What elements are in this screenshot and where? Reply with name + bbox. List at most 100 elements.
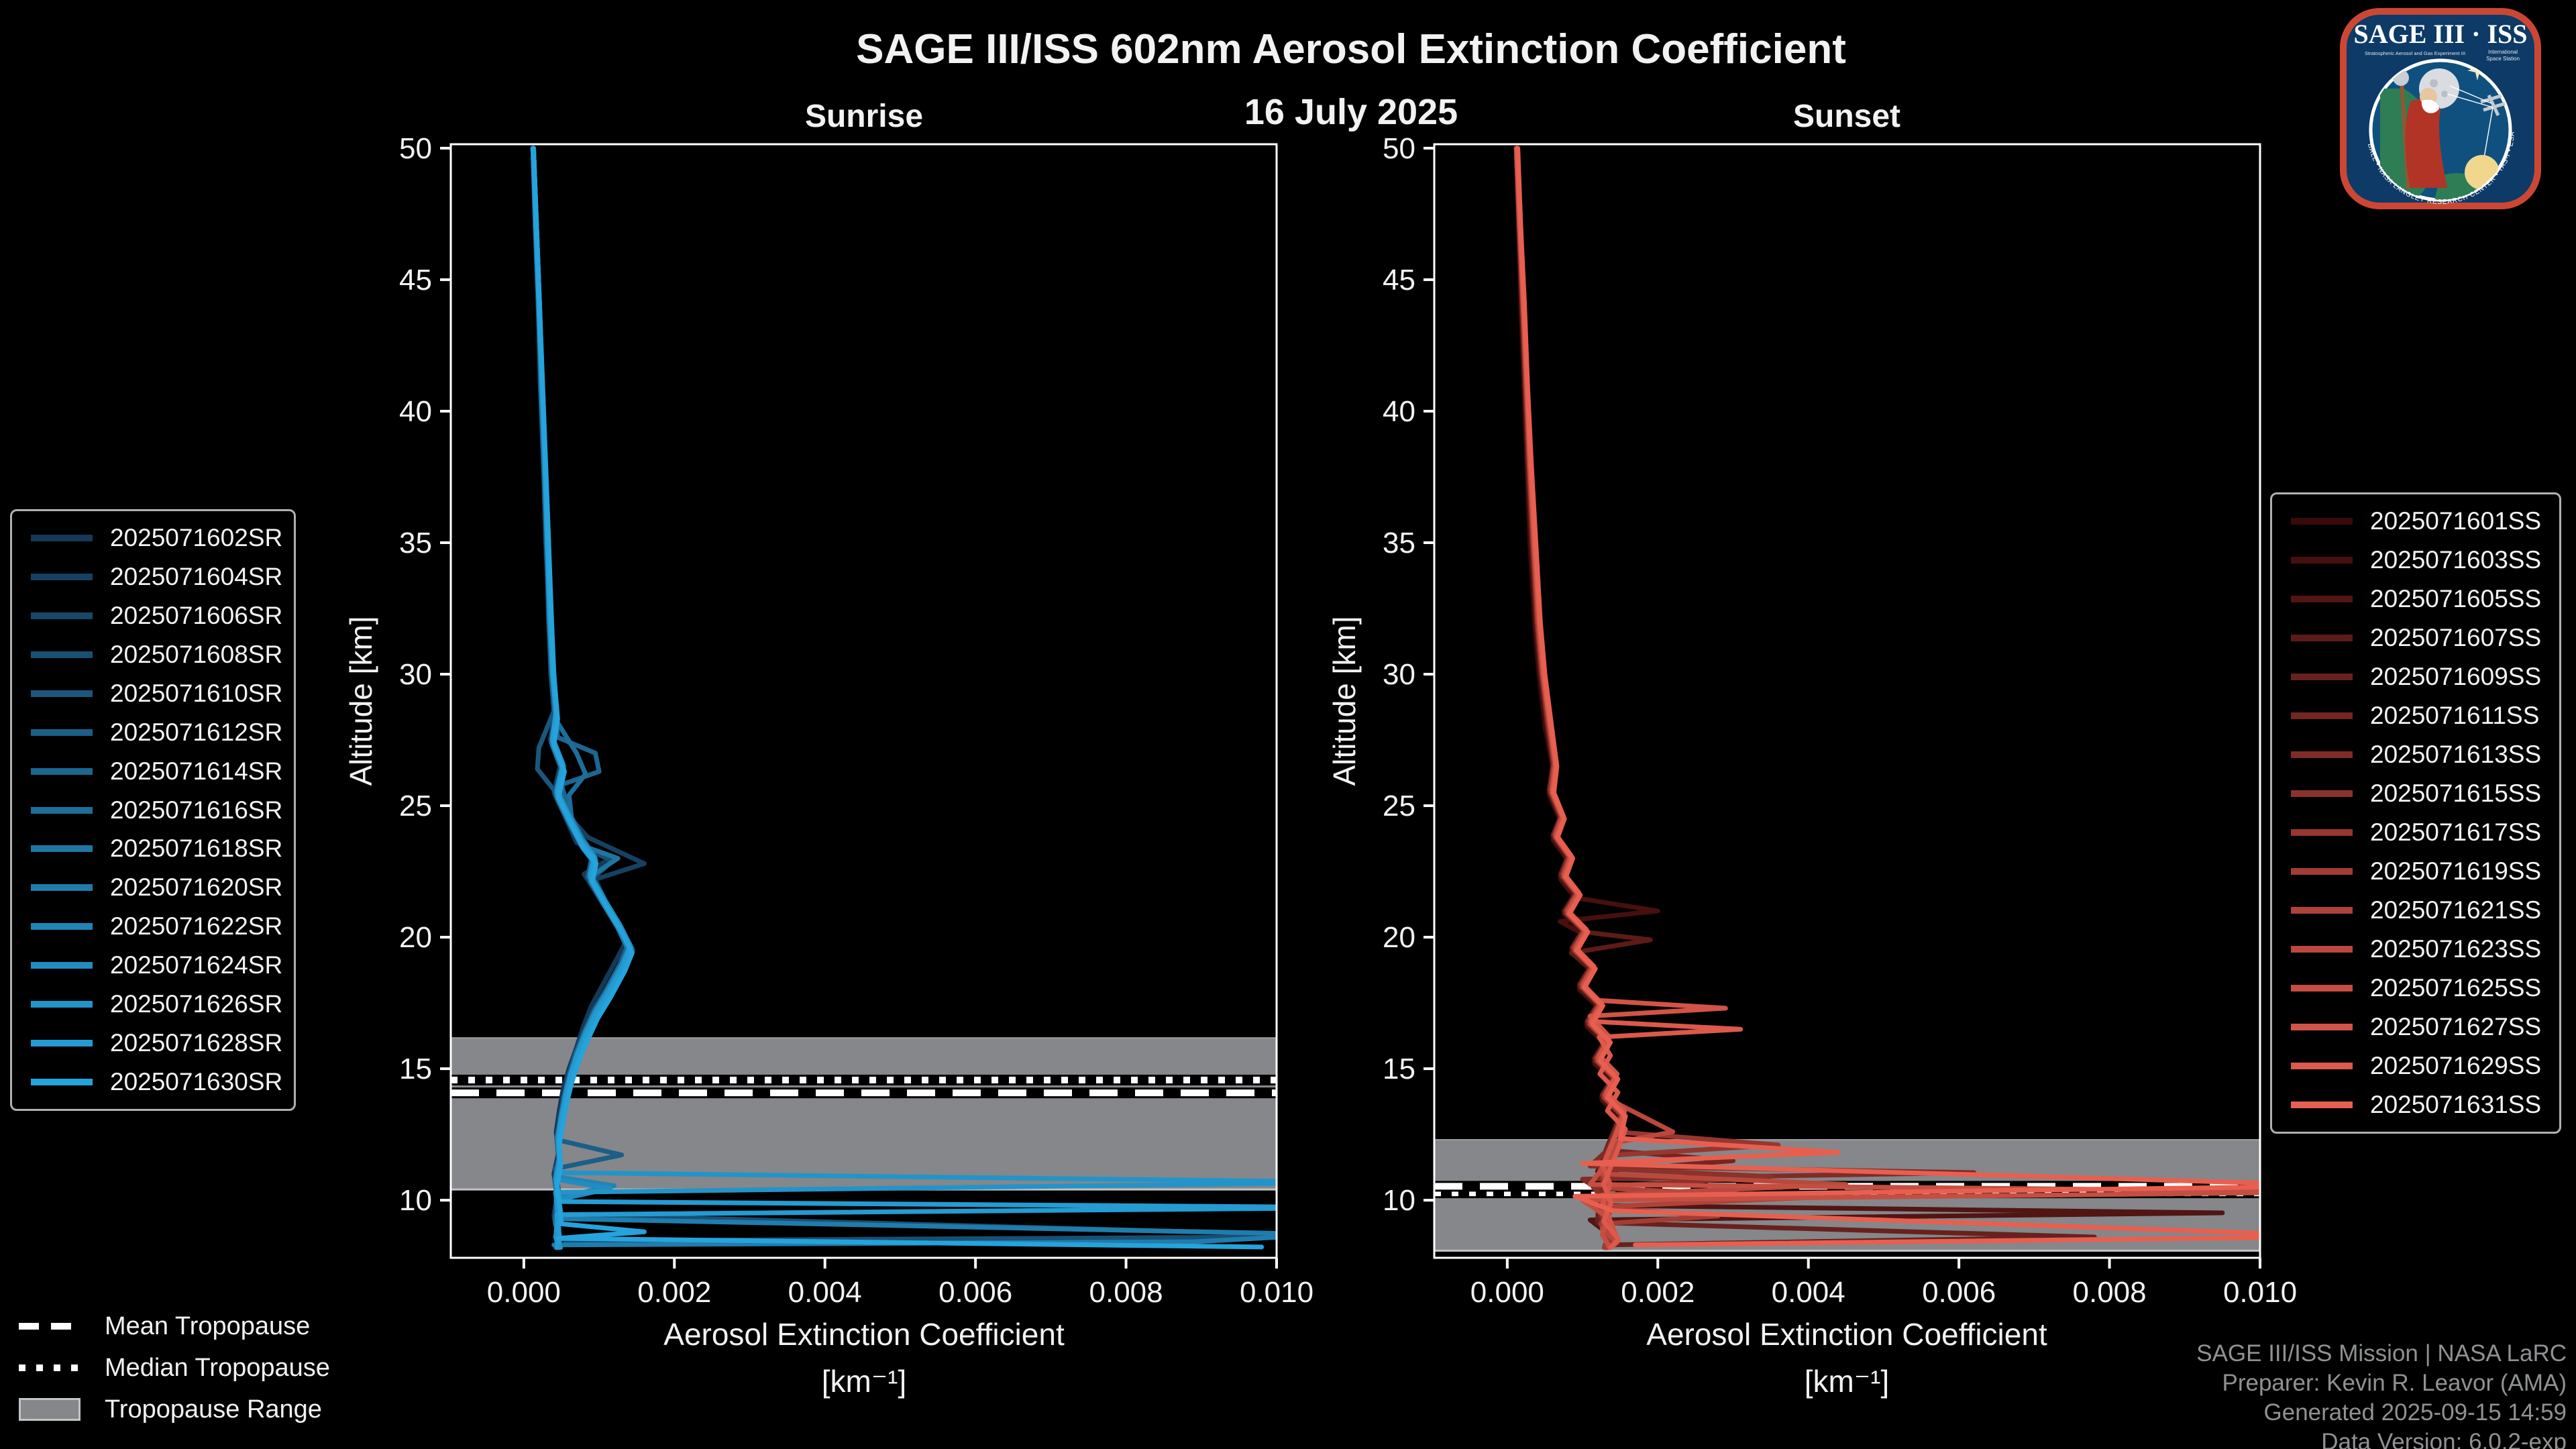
legend-item-2025071612SR: 2025071612SR xyxy=(12,714,294,751)
x-tick-label: 0.004 xyxy=(1772,1276,1845,1309)
series-color-swatch xyxy=(2291,790,2353,797)
patch-subtitle-right1: International xyxy=(2488,49,2518,55)
series-label: 2025071622SR xyxy=(110,912,283,941)
y-tick-label: 45 xyxy=(399,264,432,297)
legend-label: Median Tropopause xyxy=(105,1353,330,1382)
credit-preparer: Preparer: Kevin R. Leavor (AMA) xyxy=(2222,1370,2567,1396)
series-label: 2025071613SS xyxy=(2370,741,2542,769)
profile-line-2025071623SS xyxy=(1514,146,1849,1250)
y-tick-label: 40 xyxy=(399,395,432,428)
legend-sunrise-box: 2025071602SR 2025071604SR 2025071606SR 2025… xyxy=(10,509,296,1111)
series-color-swatch xyxy=(31,535,93,542)
profile-line-2025071613SS xyxy=(1513,146,1977,1248)
series-label: 2025071603SS xyxy=(2370,546,2542,574)
panel-title-sunset: Sunset xyxy=(1792,99,1901,134)
x-axis-label-sunrise: Aerosol Extinction Coefficient xyxy=(663,1317,1065,1352)
legend-item-2025071622SR: 2025071622SR xyxy=(12,908,294,945)
legend-item-2025071617SS: 2025071617SS xyxy=(2272,814,2559,851)
series-color-swatch xyxy=(2291,712,2353,720)
legend-item-2025071602SR: 2025071602SR xyxy=(12,520,294,557)
series-label: 2025071619SS xyxy=(2370,857,2542,885)
profile-line-2025071605SS xyxy=(1513,146,2225,1250)
legend-item-2025071628SR: 2025071628SR xyxy=(12,1024,294,1061)
series-color-swatch xyxy=(31,884,93,892)
x-axis-unit-sunset: [km⁻¹] xyxy=(1804,1364,1890,1399)
series-color-swatch xyxy=(31,923,93,930)
series-label: 2025071621SS xyxy=(2370,896,2542,924)
series-label: 2025071601SS xyxy=(2370,507,2542,535)
series-color-swatch xyxy=(2291,1101,2353,1108)
series-label: 2025071629SS xyxy=(2370,1051,2542,1079)
x-tick-label: 0.000 xyxy=(487,1276,561,1309)
series-label: 2025071630SR xyxy=(110,1067,283,1095)
legend-item-2025071615SS: 2025071615SS xyxy=(2272,775,2559,812)
series-label: 2025071611SS xyxy=(2370,702,2540,730)
y-tick-label: 10 xyxy=(399,1184,432,1217)
legend-item-2025071630SR: 2025071630SR xyxy=(12,1063,294,1100)
plot-area-sunset xyxy=(1434,146,2260,1252)
series-label: 2025071618SR xyxy=(110,835,283,863)
patch-title: SAGE III · ISS xyxy=(2353,19,2527,49)
patch-subtitle-left: Stratospheric Aerosol and Gas Experiment… xyxy=(2365,50,2465,56)
profile-line-2025071629SS xyxy=(1514,146,1743,1250)
legend-item-2025071626SR: 2025071626SR xyxy=(12,985,294,1022)
credits-block: SAGE III/ISS Mission | NASA LaRC Prepare… xyxy=(2196,1339,2567,1449)
series-color-swatch xyxy=(2291,635,2353,642)
series-label: 2025071614SR xyxy=(110,757,283,785)
patch-moon-crater xyxy=(2441,91,2448,97)
x-tick-label: 0.008 xyxy=(2073,1276,2147,1309)
legend-item-2025071603SS: 2025071603SS xyxy=(2272,542,2559,579)
profile-line-2025071601SS xyxy=(1513,146,1623,1250)
series-color-swatch xyxy=(31,651,93,658)
y-tick-label: 40 xyxy=(1383,395,1415,428)
profile-line-2025071625SS xyxy=(1513,146,2260,1250)
figure-date: 16 July 2025 xyxy=(1244,92,1458,132)
series-color-swatch xyxy=(2291,596,2353,603)
y-tick-label: 15 xyxy=(1383,1053,1415,1085)
series-color-swatch xyxy=(31,806,93,814)
series-color-swatch xyxy=(2291,1062,2353,1069)
legend-item-2025071608SR: 2025071608SR xyxy=(12,637,294,674)
legend-label: Tropopause Range xyxy=(105,1395,322,1424)
series-color-swatch xyxy=(2291,945,2353,953)
panel-title-sunrise: Sunrise xyxy=(804,99,924,134)
y-axis-label-sunset: Altitude [km] xyxy=(1327,616,1362,786)
series-label: 2025071627SS xyxy=(2370,1012,2542,1040)
series-label: 2025071606SR xyxy=(110,602,283,630)
series-label: 2025071604SR xyxy=(110,563,283,591)
credit-data-version: Data Version: 6.0.2-exp xyxy=(2321,1429,2567,1449)
legend-item-2025071623SS: 2025071623SS xyxy=(2272,930,2559,967)
axes-frame-sunset xyxy=(1433,143,2261,1259)
legend-item-2025071620SR: 2025071620SR xyxy=(12,869,294,906)
x-tick-label: 0.002 xyxy=(1621,1276,1695,1309)
series-label: 2025071628SR xyxy=(110,1028,283,1057)
series-color-swatch xyxy=(31,845,93,853)
series-color-swatch xyxy=(31,962,93,969)
x-tick-label: 0.004 xyxy=(788,1276,862,1309)
legend-item-2025071631SS: 2025071631SS xyxy=(2272,1086,2559,1123)
profile-line-2025071621SS xyxy=(1513,146,1811,1250)
credit-mission: SAGE III/ISS Mission | NASA LaRC xyxy=(2196,1340,2567,1366)
legend-item-2025071605SS: 2025071605SS xyxy=(2272,581,2559,618)
patch-subtitle-right2: Space Station xyxy=(2486,56,2520,62)
series-color-swatch xyxy=(2291,828,2353,836)
profile-line-2025071617SS xyxy=(1513,146,1781,1250)
x-tick-label: 0.008 xyxy=(1089,1276,1163,1309)
series-color-swatch xyxy=(31,612,93,620)
series-label: 2025071625SS xyxy=(2370,973,2542,1002)
legend-item-2025071607SS: 2025071607SS xyxy=(2272,620,2559,657)
y-tick-label: 35 xyxy=(399,527,432,559)
legend-sunset-box: 2025071601SS 2025071603SS 2025071605SS 2025… xyxy=(2270,492,2561,1134)
x-axis-unit-sunrise: [km⁻¹] xyxy=(821,1364,907,1399)
legend-item-2025071624SR: 2025071624SR xyxy=(12,947,294,984)
y-tick-label: 20 xyxy=(399,921,432,954)
series-label: 2025071610SR xyxy=(110,679,283,707)
x-tick-label: 0.002 xyxy=(637,1276,711,1309)
series-color-swatch xyxy=(2291,518,2353,525)
legend-item-2025071629SS: 2025071629SS xyxy=(2272,1047,2559,1084)
series-label: 2025071612SR xyxy=(110,718,283,746)
series-color-swatch xyxy=(31,1000,93,1008)
y-tick-label: 25 xyxy=(1383,790,1415,822)
x-tick-label: 0.000 xyxy=(1470,1276,1544,1309)
y-tick-label: 15 xyxy=(399,1053,432,1085)
